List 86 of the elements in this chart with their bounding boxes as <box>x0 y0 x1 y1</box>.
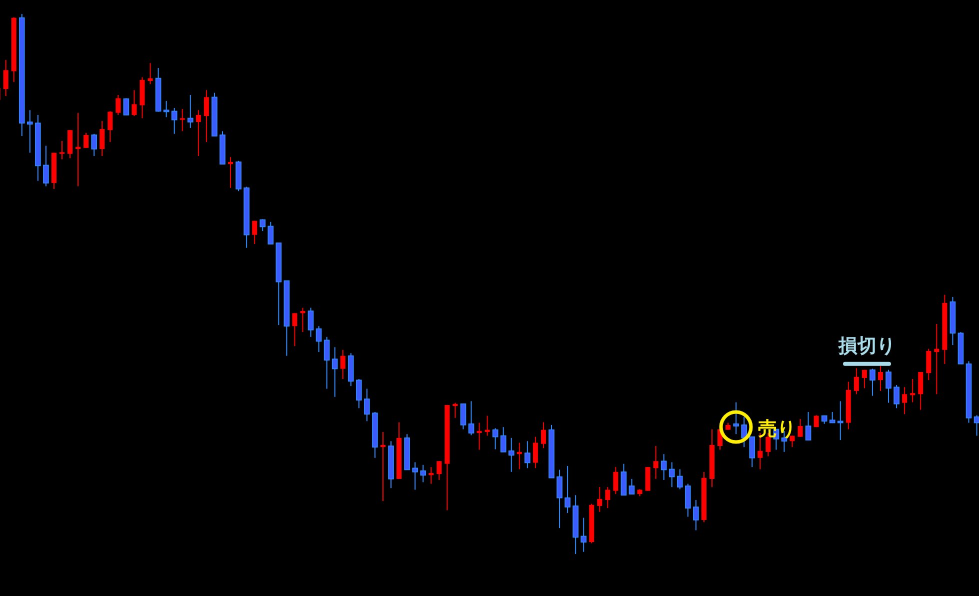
candlestick <box>468 400 474 436</box>
candlestick <box>428 466 434 484</box>
candlestick <box>228 156 234 188</box>
candlestick <box>492 428 498 450</box>
candlestick <box>100 120 105 157</box>
candlestick <box>878 366 884 392</box>
candlestick <box>580 517 586 552</box>
candlestick <box>300 307 306 333</box>
candlestick <box>204 90 209 142</box>
candlestick <box>3 59 8 97</box>
candlestick <box>340 349 346 380</box>
candlestick <box>862 369 867 389</box>
candlestick <box>132 90 137 117</box>
candlestick <box>171 107 178 134</box>
candlestick <box>196 110 201 157</box>
candlestick <box>91 133 98 157</box>
candlestick <box>668 462 675 488</box>
candlestick <box>660 454 667 481</box>
candlestick <box>628 478 635 495</box>
candlestick <box>532 436 538 469</box>
candlestick <box>356 378 362 409</box>
candlestick <box>749 436 756 468</box>
candlestick <box>508 437 514 472</box>
candlestick <box>380 431 386 502</box>
candlestick <box>741 416 747 448</box>
candlestick <box>556 469 562 529</box>
candlestick <box>436 460 442 481</box>
candlestick <box>460 403 466 430</box>
candlestick <box>116 94 121 116</box>
candlestick <box>902 386 908 415</box>
candlestick <box>500 426 506 452</box>
candlestick <box>645 466 650 492</box>
candlestick <box>412 462 418 490</box>
candlestick <box>43 145 49 187</box>
candlestick <box>653 446 658 480</box>
candlestick <box>308 307 314 338</box>
candlestick <box>148 62 153 85</box>
ref-line-label: 損切り <box>838 334 896 357</box>
annotation: 売り <box>758 418 796 440</box>
candlestick <box>59 140 65 160</box>
candlestick <box>934 323 940 395</box>
candlestick <box>123 98 130 116</box>
candlestick <box>187 94 194 128</box>
candlestick <box>260 218 266 232</box>
candlestick <box>484 415 490 436</box>
candlestick <box>84 132 89 148</box>
candlestick <box>693 500 699 531</box>
candlestick <box>108 110 113 142</box>
candlestick <box>597 486 602 512</box>
candlestick <box>268 221 274 245</box>
candlestick <box>613 466 618 495</box>
candlestick <box>918 372 924 410</box>
candlestick <box>68 130 73 159</box>
candlestick <box>894 384 900 409</box>
candlestick <box>854 368 859 395</box>
candlestick <box>685 483 691 518</box>
candlestick <box>910 378 916 403</box>
candlestick <box>540 422 546 449</box>
candlestick <box>886 369 892 404</box>
candlestick <box>829 411 836 424</box>
candlestick <box>798 418 803 438</box>
candlestick <box>292 312 298 347</box>
candlestick <box>452 402 458 418</box>
candlestick <box>76 112 81 187</box>
candlestick <box>163 100 170 118</box>
candlestick <box>332 346 338 398</box>
candlestick <box>516 442 522 470</box>
candlestick <box>676 468 683 490</box>
candlestick <box>790 435 795 448</box>
candlestick <box>524 440 530 469</box>
candlestick <box>870 368 876 396</box>
candlestick <box>420 464 426 483</box>
candlestick <box>316 326 322 353</box>
candlestick <box>805 411 812 441</box>
candlestick <box>564 465 570 514</box>
candlestick <box>605 486 610 509</box>
candlestick <box>476 422 482 450</box>
candlestick <box>733 402 739 435</box>
candlestick <box>27 110 33 154</box>
candlestick <box>364 388 370 422</box>
candlestick <box>974 414 979 436</box>
candlestick <box>620 463 627 496</box>
candlestick <box>252 220 258 245</box>
candlestick <box>926 348 932 381</box>
candlestick <box>324 336 330 390</box>
candlestick <box>180 108 185 132</box>
